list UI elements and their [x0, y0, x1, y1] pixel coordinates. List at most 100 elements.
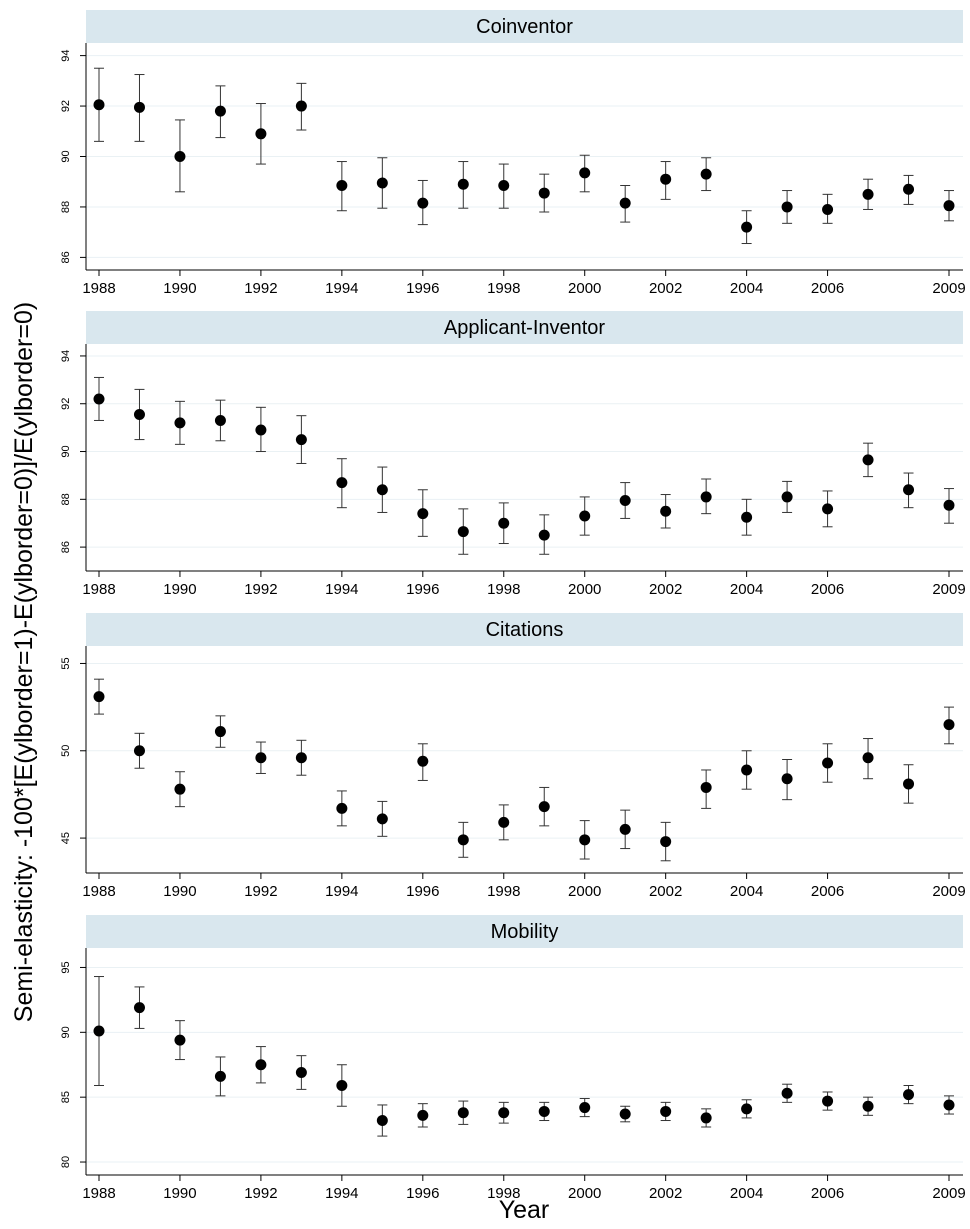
- y-tick-label: 92: [60, 100, 72, 112]
- data-point: [862, 1100, 874, 1112]
- data-point: [417, 508, 429, 520]
- y-tick-label: 45: [60, 832, 72, 844]
- data-point: [700, 1112, 712, 1124]
- y-tick-label: 95: [60, 961, 72, 973]
- data-point: [133, 745, 145, 757]
- x-tick-label: 1992: [244, 280, 277, 297]
- data-point: [336, 180, 348, 192]
- x-tick-label: 2009: [932, 581, 965, 598]
- data-point: [93, 691, 105, 703]
- data-point: [174, 417, 186, 429]
- x-tick-label: 2009: [932, 1185, 965, 1202]
- data-point: [700, 168, 712, 180]
- x-tick-label: 1990: [163, 581, 196, 598]
- data-point: [822, 757, 834, 769]
- data-point: [255, 1059, 267, 1071]
- data-point: [862, 188, 874, 200]
- panel-coinventor: Coinventor 86 88 90 92 94 1988 1990 1992 1994 1996…: [60, 10, 966, 297]
- panel-title-strip: [86, 915, 963, 948]
- data-point: [336, 477, 348, 489]
- x-tick-label: 2002: [649, 581, 682, 598]
- panel-title: Applicant-Inventor: [444, 317, 606, 339]
- data-point: [660, 836, 672, 848]
- x-tick-label: 1988: [82, 280, 115, 297]
- data-point: [376, 177, 388, 189]
- data-point: [579, 167, 591, 179]
- x-tick-label: 1994: [325, 581, 358, 598]
- data-point: [295, 100, 307, 112]
- data-point: [943, 1099, 955, 1111]
- data-point: [660, 1105, 672, 1117]
- y-tick-label: 80: [60, 1156, 72, 1168]
- x-tick-label: 1996: [406, 1185, 439, 1202]
- x-tick-label: 2009: [932, 280, 965, 297]
- data-point: [781, 773, 793, 785]
- x-tick-label: 1996: [406, 883, 439, 900]
- data-point: [619, 495, 631, 507]
- y-tick-label: 88: [60, 201, 72, 213]
- y-tick-label: 92: [60, 398, 72, 410]
- panel-title-strip: [86, 613, 963, 646]
- x-tick-label: 2002: [649, 280, 682, 297]
- data-point: [579, 834, 591, 846]
- x-tick-label: 2006: [811, 1185, 844, 1202]
- data-point: [660, 505, 672, 517]
- y-tick-label: 88: [60, 493, 72, 505]
- data-point: [295, 1067, 307, 1079]
- data-point: [417, 197, 429, 209]
- y-tick-label: 94: [60, 350, 72, 362]
- data-point: [498, 180, 510, 192]
- x-tick-label: 2006: [811, 581, 844, 598]
- data-point: [214, 1070, 226, 1082]
- x-tick-label: 2002: [649, 1185, 682, 1202]
- x-tick-label: 1990: [163, 883, 196, 900]
- data-point: [741, 221, 753, 233]
- x-tick-label: 1990: [163, 280, 196, 297]
- data-point: [822, 503, 834, 515]
- x-tick-label: 2004: [730, 581, 763, 598]
- x-tick-label: 1994: [325, 883, 358, 900]
- data-point: [781, 491, 793, 503]
- data-point: [822, 203, 834, 215]
- data-point: [579, 510, 591, 522]
- data-point: [538, 187, 550, 199]
- panels-group: Coinventor 86 88 90 92 94 1988 1990 1992 1994 1996…: [60, 10, 966, 1202]
- x-tick-label: 1994: [325, 1185, 358, 1202]
- x-tick-label: 1988: [82, 883, 115, 900]
- y-axis-label: Semi-elasticity: -100*[E(ylborder=1)-E(y…: [10, 302, 38, 1022]
- data-point: [133, 101, 145, 113]
- x-tick-label: 2000: [568, 581, 601, 598]
- data-point: [943, 200, 955, 212]
- x-tick-label: 1998: [487, 581, 520, 598]
- data-point: [376, 484, 388, 496]
- data-point: [255, 128, 267, 140]
- data-point: [457, 178, 469, 190]
- x-tick-label: 2009: [932, 883, 965, 900]
- data-point: [943, 719, 955, 731]
- x-tick-label: 1992: [244, 1185, 277, 1202]
- data-point: [214, 105, 226, 117]
- data-point: [903, 484, 915, 496]
- data-point: [457, 526, 469, 538]
- panel-title: Citations: [486, 619, 564, 641]
- x-tick-label: 2000: [568, 1185, 601, 1202]
- panel-mobility: Mobility 80 85 90 95 1988 1990 1992 1994 1996 1998…: [60, 915, 966, 1202]
- data-point: [214, 414, 226, 426]
- x-tick-label: 2000: [568, 280, 601, 297]
- data-point: [295, 752, 307, 764]
- y-tick-label: 50: [60, 745, 72, 757]
- x-tick-label: 1994: [325, 280, 358, 297]
- data-point: [93, 393, 105, 405]
- data-point: [376, 1115, 388, 1127]
- x-tick-label: 2004: [730, 280, 763, 297]
- data-point: [619, 197, 631, 209]
- x-tick-label: 1990: [163, 1185, 196, 1202]
- data-point: [417, 755, 429, 767]
- data-point: [741, 764, 753, 776]
- data-point: [903, 778, 915, 790]
- data-point: [174, 1034, 186, 1046]
- data-point: [903, 1089, 915, 1101]
- x-tick-label: 1998: [487, 280, 520, 297]
- data-point: [700, 491, 712, 503]
